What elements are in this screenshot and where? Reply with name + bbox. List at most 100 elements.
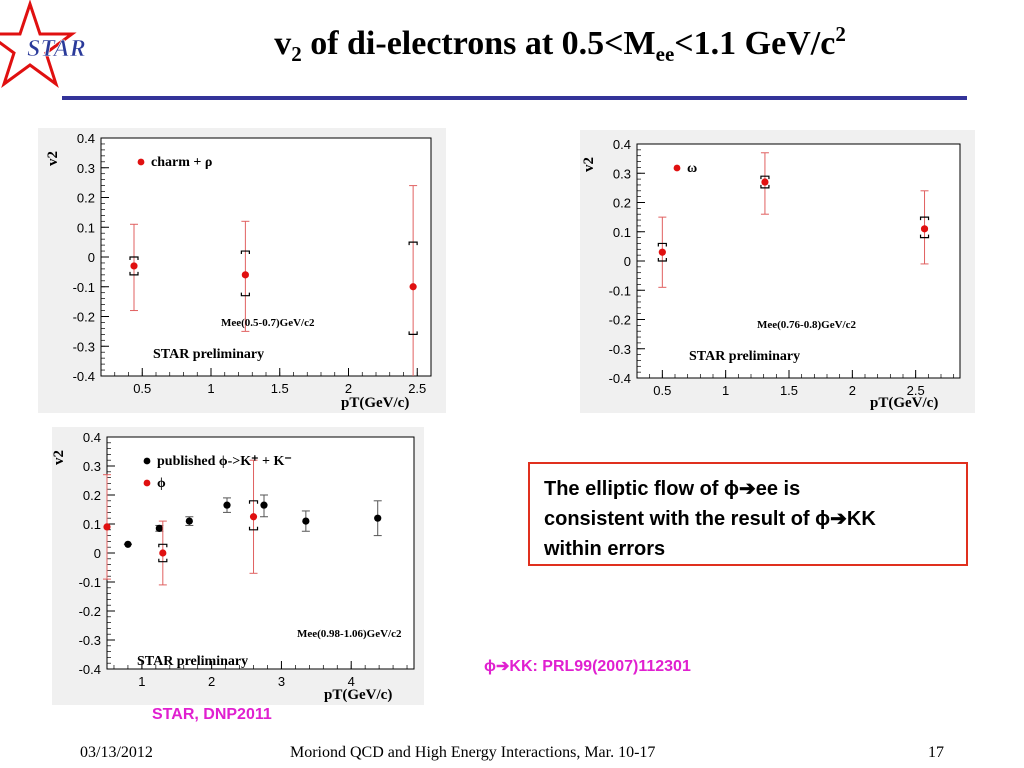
logo-text: STAR xyxy=(27,36,86,62)
x-tick-label: 1 xyxy=(722,383,729,398)
data-point xyxy=(761,178,769,186)
title-end-superscript: 2 xyxy=(835,22,846,46)
title-v: v xyxy=(274,25,292,62)
title-m-subscript: ee xyxy=(655,42,675,66)
x-tick-label: 1 xyxy=(207,381,214,396)
preliminary-label: STAR preliminary xyxy=(153,347,264,362)
chart-svg: -0.4 -0.3 -0.2 -0.1 0 0.1 0.2 0.3 0.4 0.5 1 1.5 2 2.5… xyxy=(45,131,432,411)
y-tick-label: 0.3 xyxy=(613,166,631,181)
x-tick-label: 1 xyxy=(138,674,145,689)
x-tick-label: 0.5 xyxy=(133,381,151,396)
plot-frame xyxy=(636,143,961,379)
preliminary-label: STAR preliminary xyxy=(689,349,800,364)
y-tick-label: 0.1 xyxy=(83,517,101,532)
systematic-bracket xyxy=(408,331,418,335)
x-tick-label: 2 xyxy=(208,674,215,689)
y-axis-title: v2 xyxy=(52,450,67,465)
mass-range-annotation: Mee(0.5-0.7)GeV/c2 xyxy=(221,317,315,329)
systematic-bracket xyxy=(760,184,770,189)
callout-line-2: consistent with the result of ϕ➔KK xyxy=(544,508,876,530)
chart-svg: -0.4 -0.3 -0.2 -0.1 0 0.1 0.2 0.3 0.4 1 2 3 4pT(GeV/… xyxy=(52,430,415,703)
data-point xyxy=(920,225,929,233)
y-tick-label: 0 xyxy=(624,254,631,269)
title-v-subscript: 2 xyxy=(291,42,302,66)
data-point xyxy=(658,248,666,256)
y-tick-label: -0.3 xyxy=(79,633,101,648)
kk-reference: ϕ➔KK: PRL99(2007)112301 xyxy=(484,658,691,675)
y-tick-label: -0.3 xyxy=(73,339,95,354)
systematic-bracket xyxy=(657,242,667,247)
systematic-bracket xyxy=(240,250,250,255)
legend-marker xyxy=(143,479,151,487)
y-tick-label: -0.4 xyxy=(609,371,631,386)
y-tick-label: -0.2 xyxy=(79,604,101,619)
data-point xyxy=(260,501,268,509)
slide-title: v2 of di-electrons at 0.5<Mee<1.1 GeV/c2 xyxy=(150,22,970,67)
title-end: <1.1 GeV/c xyxy=(674,25,836,62)
x-tick-label: 1.5 xyxy=(271,381,289,396)
plot-phi: -0.4 -0.3 -0.2 -0.1 0 0.1 0.2 0.3 0.4 1 2 3 4 pT(GeV/… xyxy=(52,427,424,705)
y-tick-label: 0.3 xyxy=(83,459,101,474)
plot-frame xyxy=(100,137,432,377)
y-tick-label: -0.4 xyxy=(79,662,101,677)
legend-label: published ϕ->K⁺ + K⁻ xyxy=(157,454,292,469)
mass-range-annotation: Mee(0.98-1.06)GeV/c2 xyxy=(297,628,402,640)
y-tick-label: -0.3 xyxy=(609,342,631,357)
x-tick-label: 2 xyxy=(345,381,352,396)
data-point xyxy=(223,501,231,509)
systematic-bracket xyxy=(129,271,139,276)
mass-range-annotation: Mee(0.76-0.8)GeV/c2 xyxy=(757,319,856,331)
x-axis-title: pT(GeV/c) xyxy=(870,395,938,411)
logo-star-shape xyxy=(0,0,77,88)
x-tick-label: 2.5 xyxy=(907,383,925,398)
plot-omega: -0.4 -0.3 -0.2 -0.1 0 0.1 0.2 0.3 0.4 0.5 1 1.5 2 2.5… xyxy=(580,130,975,413)
y-tick-label: -0.2 xyxy=(73,310,95,325)
y-axis-title: v2 xyxy=(581,157,597,172)
conclusion-callout: The elliptic flow of ϕ➔ee is consistent … xyxy=(528,462,968,566)
x-tick-label: 4 xyxy=(348,674,355,689)
data-point xyxy=(130,262,138,270)
y-tick-label: -0.2 xyxy=(609,313,631,328)
y-tick-label: 0 xyxy=(88,250,95,265)
y-tick-label: 0.2 xyxy=(613,196,631,211)
y-axis-title: v2 xyxy=(45,151,61,166)
star-logo: STAR xyxy=(0,0,120,100)
data-point xyxy=(124,540,132,548)
legend-marker xyxy=(143,457,151,465)
x-tick-label: 2.5 xyxy=(408,381,426,396)
footer-page-number: 17 xyxy=(928,744,944,761)
y-tick-label: 0.2 xyxy=(83,488,101,503)
y-tick-label: 0.4 xyxy=(77,131,95,146)
plot-frame xyxy=(106,436,415,670)
callout-line-1: The elliptic flow of ϕ➔ee is xyxy=(544,478,801,500)
legend-marker xyxy=(137,158,145,166)
y-tick-label: 0.1 xyxy=(613,225,631,240)
data-point xyxy=(374,514,382,522)
y-tick-label: 0.2 xyxy=(77,191,95,206)
systematic-bracket xyxy=(129,256,139,260)
data-point xyxy=(155,524,163,532)
systematic-bracket xyxy=(158,543,168,548)
footer-conference: Moriond QCD and High Energy Interactions… xyxy=(290,744,656,761)
y-tick-label: 0.3 xyxy=(77,161,95,176)
x-axis-title: pT(GeV/c) xyxy=(341,395,409,411)
data-point xyxy=(249,513,258,521)
y-tick-label: -0.1 xyxy=(79,575,101,590)
y-tick-label: 0.1 xyxy=(77,220,95,235)
systematic-bracket xyxy=(760,175,770,180)
preliminary-label: STAR preliminary xyxy=(137,654,248,669)
dnp-reference: STAR, DNP2011 xyxy=(152,706,272,723)
systematic-bracket xyxy=(240,292,250,297)
y-tick-label: 0.4 xyxy=(613,137,631,152)
data-point xyxy=(103,523,111,531)
y-tick-label: 0 xyxy=(94,546,101,561)
systematic-bracket xyxy=(919,216,930,221)
y-tick-label: -0.4 xyxy=(73,369,95,384)
systematic-bracket xyxy=(248,526,259,531)
systematic-bracket xyxy=(248,500,259,504)
legend-label: ω xyxy=(687,161,697,176)
legend-label: charm + ρ xyxy=(151,155,212,170)
systematic-bracket xyxy=(657,258,667,262)
title-middle: of di-electrons at 0.5<M xyxy=(301,25,656,62)
legend-label: ϕ xyxy=(157,476,166,491)
